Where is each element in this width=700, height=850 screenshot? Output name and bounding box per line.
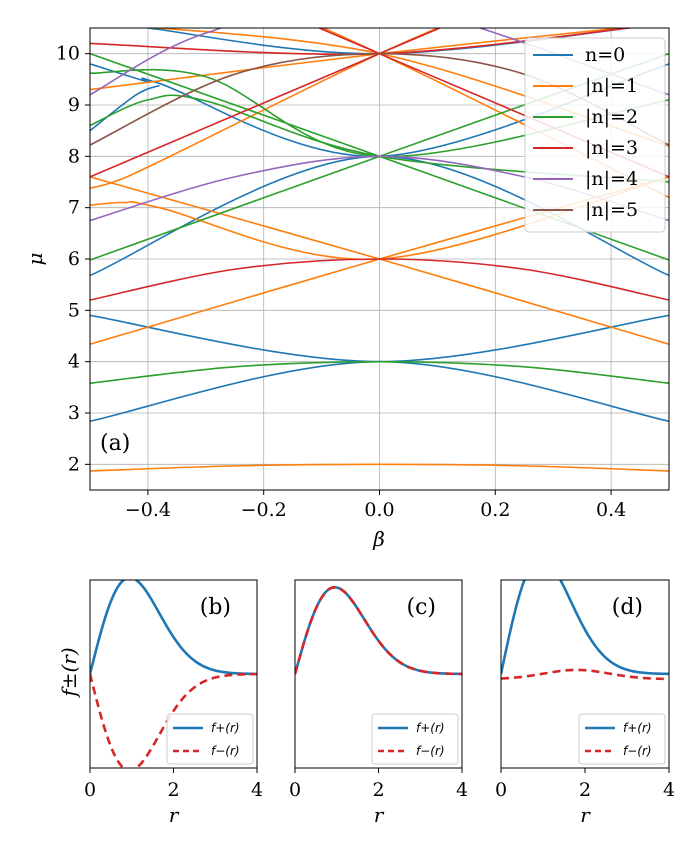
series-line-1-0 xyxy=(90,463,669,472)
panel-b-curve-0 xyxy=(90,580,257,676)
x-tick-label: 0.0 xyxy=(364,499,394,521)
legend-label: f+(r) xyxy=(211,721,240,735)
legend-label: |n|=3 xyxy=(585,137,638,159)
x-tick-label: 4 xyxy=(663,779,675,801)
panel-b-curve-1 xyxy=(90,672,257,768)
panel-a-label: (a) xyxy=(100,431,130,456)
y-tick-label: 6 xyxy=(68,248,80,270)
panel-a-legend: n=0 |n|=1 |n|=2 |n|=3 |n|=4 |n|=5 xyxy=(524,37,666,233)
y-tick-label: 2 xyxy=(68,453,80,475)
panel-d-legend: f+(r) f−(r) xyxy=(578,713,666,765)
x-tick-label: 0.4 xyxy=(596,499,626,521)
legend-label: f−(r) xyxy=(211,744,240,758)
bottom-panels-ylabel: f±(r) xyxy=(57,647,81,698)
panel-b: 0 2 4 r (b) f+(r) f−(r) xyxy=(84,579,263,827)
panel-b-label: (b) xyxy=(200,595,231,620)
panel-c: 0 2 4 r (c) f+(r) f−(r) xyxy=(289,579,468,827)
panel-c-label: (c) xyxy=(407,595,437,620)
panel-d-xlabel: r xyxy=(580,803,591,827)
series-line-0-4 xyxy=(90,84,160,132)
legend-box xyxy=(578,713,666,765)
y-tick-label: 4 xyxy=(68,351,80,373)
panel-d-label: (d) xyxy=(612,595,643,620)
legend-label: f+(r) xyxy=(416,721,445,735)
panel-c-curve-1 xyxy=(295,585,462,676)
panel-d: 0 2 4 r (d) f+(r) f−(r) xyxy=(495,579,675,827)
panel-a-xlabel: β xyxy=(372,527,385,551)
x-tick-label: −0.2 xyxy=(241,499,287,521)
panel-b-lines xyxy=(90,580,257,768)
y-tick-label: 8 xyxy=(68,145,80,167)
y-tick-label: 3 xyxy=(68,402,80,424)
panel-c-legend: f+(r) f−(r) xyxy=(371,713,459,765)
x-tick-label: 2 xyxy=(167,779,179,801)
panel-a: −0.4 −0.2 0.0 0.2 0.4 2 3 4 5 6 7 8 9 10 (a) β μ n=0 |… xyxy=(23,27,670,551)
panel-d-curve-0 xyxy=(501,580,669,676)
x-tick-label: 0.2 xyxy=(480,499,510,521)
y-tick-label: 5 xyxy=(68,299,80,321)
y-tick-label: 10 xyxy=(56,43,80,65)
legend-box xyxy=(166,713,254,765)
legend-label: |n|=5 xyxy=(585,199,638,221)
legend-label: f+(r) xyxy=(623,721,652,735)
series-line-1-4 xyxy=(90,28,440,189)
x-tick-label: 0 xyxy=(84,779,96,801)
x-tick-label: −0.4 xyxy=(125,499,171,521)
legend-label: f−(r) xyxy=(623,744,652,758)
x-tick-label: 2 xyxy=(372,779,384,801)
legend-label: n=0 xyxy=(585,44,625,66)
x-tick-label: 0 xyxy=(289,779,301,801)
x-tick-label: 4 xyxy=(251,779,263,801)
legend-label: |n|=4 xyxy=(585,168,638,190)
panel-a-ticks: −0.4 −0.2 0.0 0.2 0.4 2 3 4 5 6 7 8 9 10 xyxy=(56,43,626,521)
panel-c-lines xyxy=(295,585,462,676)
y-tick-label: 9 xyxy=(68,94,80,116)
panel-b-xlabel: r xyxy=(169,803,180,827)
x-tick-label: 4 xyxy=(456,779,468,801)
legend-label: |n|=2 xyxy=(585,106,638,128)
legend-box xyxy=(371,713,459,765)
x-tick-label: 0 xyxy=(495,779,507,801)
series-line-2-0 xyxy=(90,360,669,385)
legend-label: |n|=1 xyxy=(585,75,638,97)
y-tick-label: 7 xyxy=(68,197,80,219)
x-tick-label: 2 xyxy=(579,779,591,801)
panel-b-legend: f+(r) f−(r) xyxy=(166,713,254,765)
panel-d-lines xyxy=(501,580,669,681)
series-line-3-0 xyxy=(90,258,669,301)
panel-a-ylabel: μ xyxy=(23,253,47,266)
panel-c-xlabel: r xyxy=(374,803,385,827)
legend-label: f−(r) xyxy=(416,744,445,758)
panel-d-curve-1 xyxy=(501,668,669,681)
